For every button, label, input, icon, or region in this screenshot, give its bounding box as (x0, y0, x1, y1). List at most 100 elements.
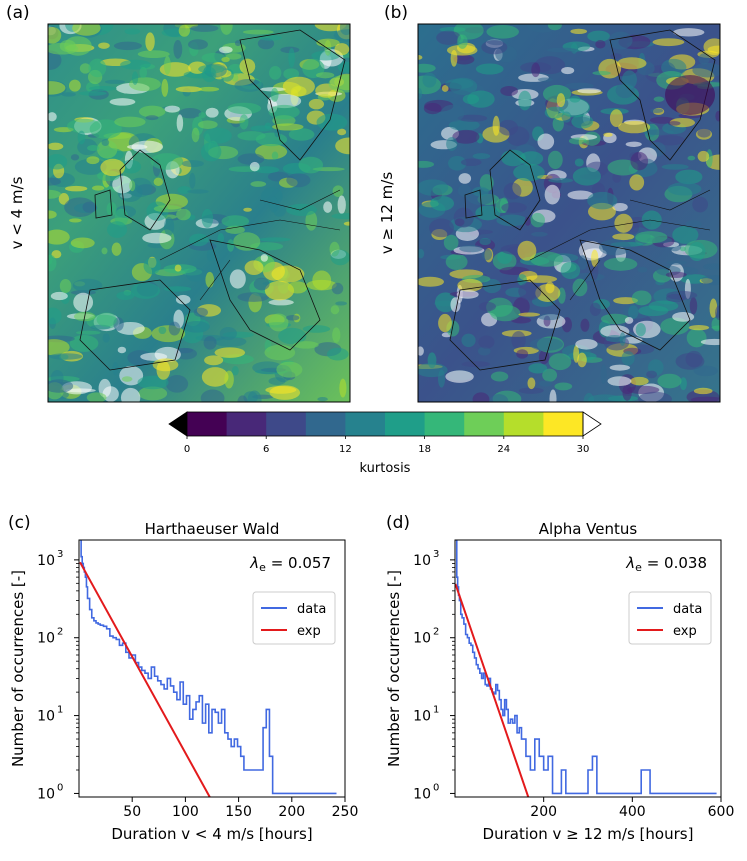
map-texture (496, 214, 528, 227)
map-texture (672, 311, 695, 322)
map-texture (577, 88, 602, 94)
map-texture (68, 218, 82, 223)
map-texture (140, 352, 168, 361)
map-texture (237, 153, 265, 165)
map-texture (538, 380, 552, 387)
colorbar-under-arrow (168, 411, 188, 437)
map-texture (191, 127, 200, 143)
map-texture (559, 97, 591, 118)
map-texture (429, 218, 455, 238)
map-texture (89, 119, 122, 139)
map-texture (337, 61, 350, 73)
x-tick-label: 400 (619, 804, 646, 820)
map-texture (204, 355, 224, 366)
map-texture (518, 312, 541, 317)
map-texture (271, 151, 279, 160)
legend-entry: data (297, 602, 326, 617)
map-texture (102, 386, 119, 402)
panel-label-b: (b) (384, 3, 408, 23)
y-tick-exponent: 2 (433, 627, 439, 638)
map-texture (630, 151, 649, 171)
map-texture (260, 254, 268, 262)
map-texture (343, 221, 350, 226)
map-texture (517, 274, 527, 286)
map-texture (332, 327, 341, 343)
map-texture (120, 387, 141, 402)
map-texture (74, 158, 107, 175)
map-texture (554, 382, 573, 391)
map-texture (693, 365, 718, 377)
exp-fit-line (455, 583, 530, 797)
map-texture (547, 24, 562, 31)
map-texture (492, 115, 500, 136)
map-texture (298, 156, 324, 174)
map-texture (339, 24, 350, 36)
map-texture (697, 128, 711, 138)
map-texture (418, 276, 444, 287)
map-texture (549, 389, 557, 402)
map-texture (418, 248, 425, 259)
map-texture (501, 149, 526, 167)
coastline-a (79, 29, 346, 371)
map-texture (335, 137, 350, 155)
y-tick-exponent: 1 (57, 705, 63, 716)
map-texture (518, 282, 542, 301)
map-texture (129, 180, 136, 192)
map-texture (269, 385, 301, 400)
map-texture (276, 361, 303, 378)
map-texture (672, 28, 705, 37)
map-texture (177, 186, 191, 194)
map-texture (259, 237, 291, 242)
map-texture (621, 351, 635, 366)
map-texture (158, 326, 167, 335)
map-texture (139, 66, 148, 79)
map-texture (326, 347, 349, 361)
map-texture (445, 253, 468, 271)
map-texture (124, 28, 141, 35)
colorbar-segment (305, 412, 346, 436)
map-texture (202, 66, 217, 83)
x-tick-label: 200 (530, 804, 557, 820)
chart-d-title: Alpha Ventus (539, 520, 638, 538)
map-texture (337, 128, 347, 136)
x-axis-label: Duration v < 4 m/s [hours] (111, 825, 312, 843)
map-texture (101, 139, 110, 147)
map-texture (542, 368, 558, 382)
map-texture (48, 339, 70, 356)
map-texture (121, 376, 133, 382)
map-texture (443, 90, 471, 99)
map-texture (589, 302, 601, 316)
map-texture (286, 314, 300, 321)
exp-fit-line (79, 561, 211, 797)
map-texture (317, 397, 328, 402)
plot-frame (78, 539, 346, 798)
map-texture (51, 250, 62, 259)
map-texture (638, 391, 672, 402)
map-texture (436, 30, 461, 45)
map-texture (703, 38, 720, 55)
map-texture (603, 257, 638, 271)
map-texture (500, 85, 519, 97)
map-texture (189, 172, 196, 189)
map-texture (617, 57, 647, 70)
map-texture (592, 71, 611, 76)
map-texture (286, 203, 317, 216)
map-texture (693, 387, 713, 395)
map-texture (635, 323, 646, 337)
map-texture (79, 63, 91, 74)
map-texture (282, 76, 315, 97)
map-texture (69, 335, 99, 352)
map-texture (567, 190, 594, 200)
map-texture (531, 62, 541, 78)
map-texture (254, 166, 280, 174)
map-texture (560, 261, 581, 280)
map-texture (668, 121, 681, 126)
map-texture (308, 98, 325, 110)
map-texture (587, 191, 618, 210)
map-texture (459, 244, 483, 253)
map-texture (613, 297, 638, 305)
map-texture (629, 174, 645, 191)
map-texture (437, 369, 446, 388)
map-texture (478, 335, 495, 349)
map-texture (116, 291, 135, 300)
